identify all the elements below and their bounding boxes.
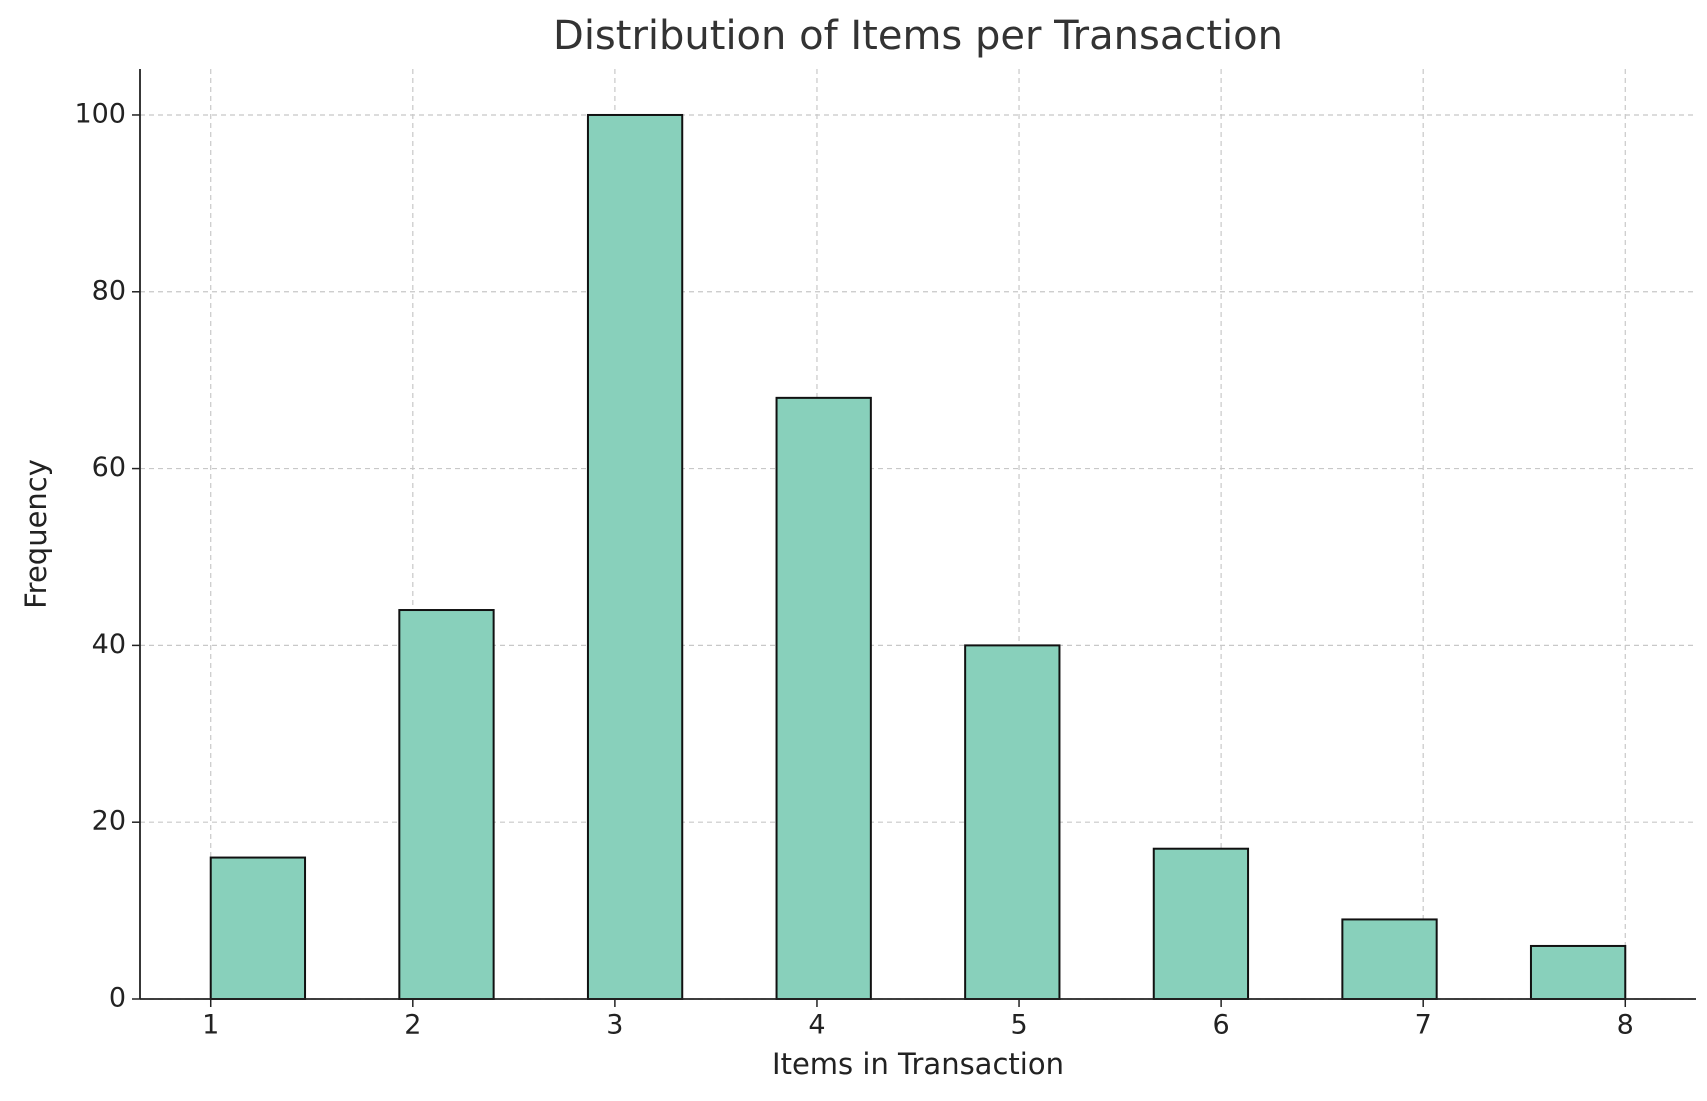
y-tick-label: 100	[74, 98, 126, 129]
bar	[1341, 918, 1438, 1000]
bar	[964, 644, 1061, 1000]
bar	[775, 396, 872, 1000]
x-tick-label: 8	[1617, 1010, 1634, 1041]
y-tick-label: 20	[92, 806, 126, 837]
bar	[1529, 944, 1627, 1001]
x-tick-label: 2	[404, 1010, 421, 1041]
x-tick-label: 5	[1010, 1010, 1027, 1041]
chart-title: Distribution of Items per Transaction	[553, 13, 1283, 59]
y-tick-label: 0	[109, 983, 126, 1014]
bar	[1152, 847, 1250, 1001]
x-tick-label: 4	[808, 1010, 825, 1041]
bar	[209, 856, 307, 1000]
x-axis-label: Items in Transaction	[772, 1047, 1064, 1081]
y-tick-label: 40	[92, 629, 126, 660]
y-axis-label: Frequency	[19, 459, 53, 609]
x-tick-label: 3	[606, 1010, 623, 1041]
x-tick-label: 1	[202, 1010, 219, 1041]
x-tick-label: 6	[1213, 1010, 1230, 1041]
bar	[586, 113, 684, 1000]
y-tick-label: 80	[92, 275, 126, 306]
y-tick-label: 60	[92, 452, 126, 483]
x-tick-label: 7	[1415, 1010, 1432, 1041]
bar	[398, 609, 495, 1000]
